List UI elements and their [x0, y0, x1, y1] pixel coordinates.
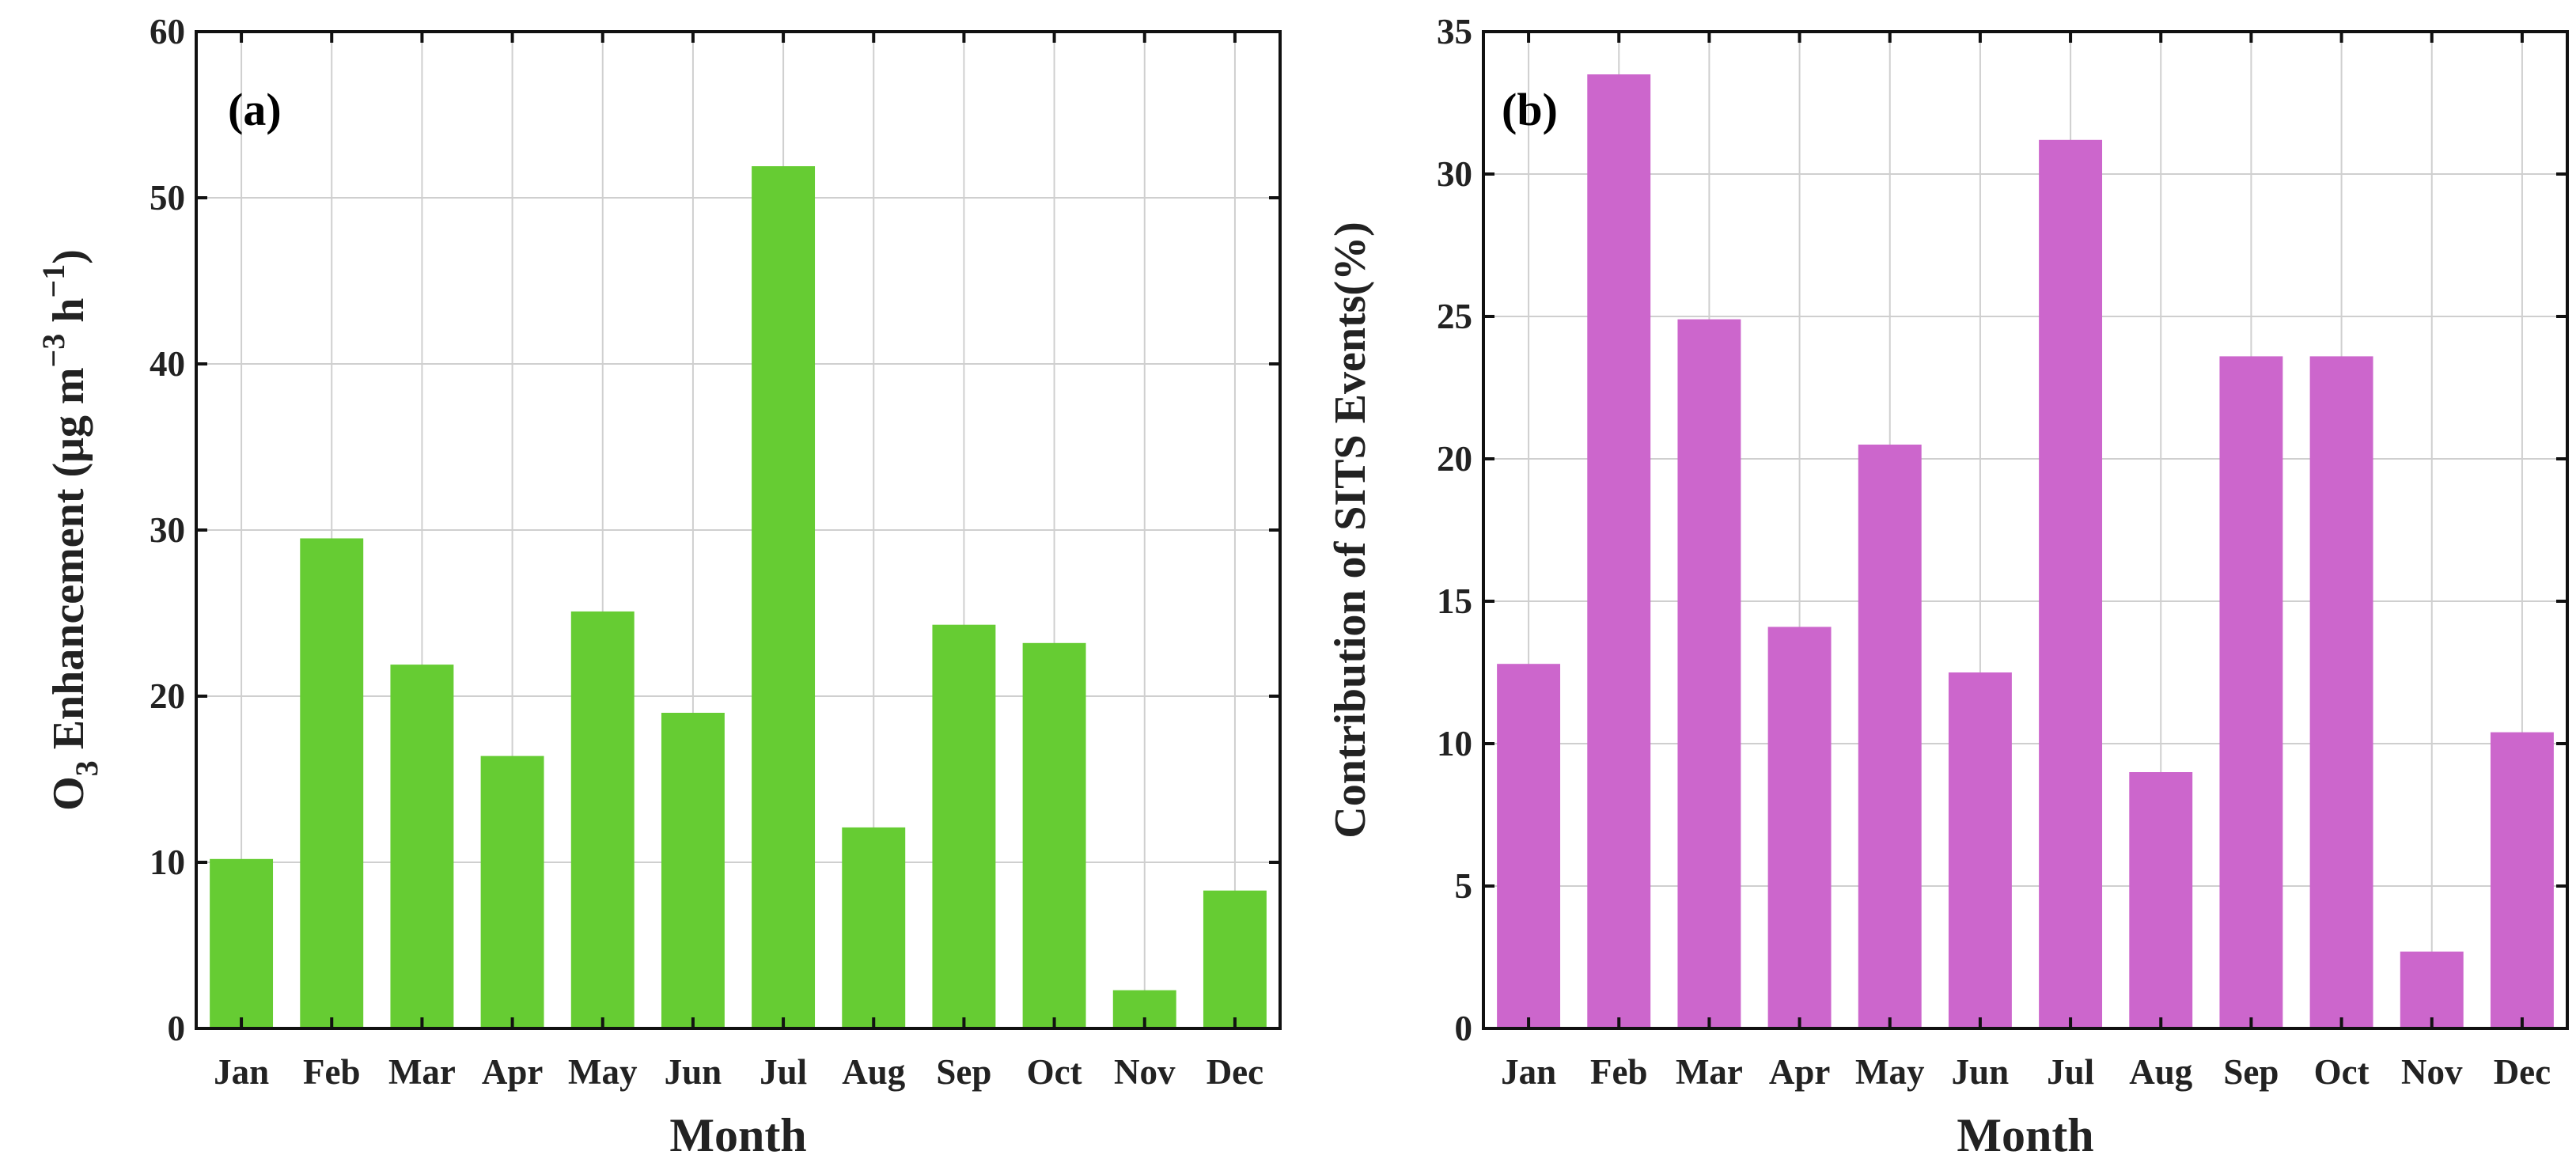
x-tick-label: Apr [482, 1052, 544, 1092]
y-tick-label: 30 [150, 510, 185, 550]
x-tick-label: Dec [2494, 1052, 2551, 1092]
bar-sep [2219, 356, 2283, 1028]
bar-jul [752, 166, 816, 1029]
y-tick-label: 15 [1437, 581, 1472, 621]
x-tick-label: Oct [2314, 1052, 2370, 1092]
bar-feb [1587, 74, 1651, 1028]
y-tick-label: 25 [1437, 297, 1472, 336]
bar-may [570, 611, 635, 1028]
x-tick-label: Feb [303, 1052, 361, 1092]
x-tick-label: Mar [1676, 1052, 1743, 1092]
bar-aug [2129, 772, 2193, 1028]
x-tick-label: Mar [388, 1052, 456, 1092]
y-tick-label: 40 [150, 344, 185, 384]
x-tick-label: Apr [1769, 1052, 1831, 1092]
x-tick-label: Jan [214, 1052, 269, 1092]
bar-jan [1497, 664, 1561, 1028]
y-tick-label: 35 [1437, 12, 1472, 51]
bar-jul [2039, 139, 2103, 1028]
bar-oct [2309, 356, 2373, 1028]
y-label-part: h [44, 298, 93, 334]
bar-apr [1767, 627, 1832, 1028]
y-label-part: O [44, 776, 93, 811]
y-label-part: Enhancement (μg m [44, 368, 93, 761]
bar-mar [1677, 319, 1741, 1029]
bar-jan [210, 858, 274, 1028]
bar-feb [300, 538, 364, 1028]
x-tick-label: Jun [1952, 1052, 2010, 1092]
x-tick-label: Jul [2047, 1052, 2094, 1092]
y-tick-label: 5 [1455, 866, 1473, 906]
x-tick-label: Aug [842, 1052, 906, 1092]
x-tick-label: Nov [2401, 1052, 2463, 1092]
panel-label: (a) [228, 84, 282, 135]
bar-jun [1948, 672, 2012, 1028]
y-label-subscript: 3 [69, 760, 104, 776]
bar-jun [661, 713, 725, 1028]
y-tick-label: 20 [150, 676, 185, 716]
bar-oct [1022, 642, 1086, 1028]
y-label-superscript: −3 [36, 334, 71, 368]
x-tick-label: Jun [665, 1052, 722, 1092]
chart-panel-b: 0 5 10 15 20 25 30 35 Jan Feb Mar Apr May Jun Jul Aug Se… [1326, 12, 2569, 1161]
y-tick-label: 20 [1437, 439, 1472, 479]
bar-apr [480, 756, 544, 1028]
y-tick-label: 60 [150, 12, 185, 51]
x-tick-label: Jul [760, 1052, 807, 1092]
y-label-part: ) [44, 249, 93, 264]
x-tick-label: May [1855, 1052, 1925, 1092]
chart-panel-a: 0 10 20 30 40 50 60 Jan Feb Mar Apr May Jun Jul Aug Sep… [36, 12, 1282, 1161]
x-tick-label: Feb [1590, 1052, 1648, 1092]
bar-nov [2400, 951, 2464, 1028]
x-tick-label: Jan [1501, 1052, 1556, 1092]
bars [210, 166, 1267, 1029]
bar-dec [1203, 890, 1267, 1028]
x-tick-label: Oct [1027, 1052, 1082, 1092]
x-tick-label: Sep [2223, 1052, 2279, 1092]
y-axis-label: Contribution of SITS Events(%) [1326, 222, 1375, 838]
y-tick-label: 10 [150, 843, 185, 882]
y-label-superscript: −1 [36, 264, 71, 298]
x-axis-label: Month [1957, 1109, 2093, 1161]
y-tick-label: 0 [1455, 1009, 1473, 1048]
bar-dec [2490, 732, 2554, 1028]
y-tick-label: 50 [150, 178, 185, 218]
axes-frame [1482, 30, 2569, 1030]
x-tick-label: Nov [1114, 1052, 1176, 1092]
x-axis-label: Month [669, 1109, 806, 1161]
bar-sep [932, 624, 996, 1028]
bars [1497, 74, 2554, 1029]
x-tick-label: May [568, 1052, 638, 1092]
y-tick-label: 30 [1437, 154, 1472, 194]
panel-label: (b) [1502, 84, 1558, 135]
y-tick-label: 0 [168, 1009, 186, 1048]
x-tick-label: Dec [1207, 1052, 1263, 1092]
bar-aug [842, 827, 906, 1028]
y-axis-label: O3 Enhancement (μg m−3 h−1) [36, 249, 104, 811]
y-tick-label: 10 [1437, 724, 1472, 763]
bar-mar [390, 665, 454, 1028]
x-tick-label: Aug [2129, 1052, 2193, 1092]
x-tick-label: Sep [936, 1052, 991, 1092]
bar-may [1858, 445, 1922, 1028]
